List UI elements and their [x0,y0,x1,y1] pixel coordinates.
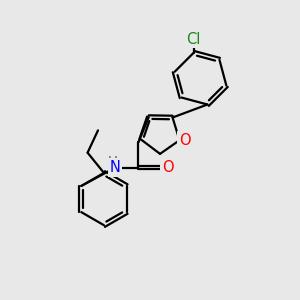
Text: O: O [162,160,173,175]
Text: Cl: Cl [186,32,201,47]
Text: N: N [110,160,121,175]
Text: H: H [108,154,118,168]
Text: O: O [179,133,191,148]
